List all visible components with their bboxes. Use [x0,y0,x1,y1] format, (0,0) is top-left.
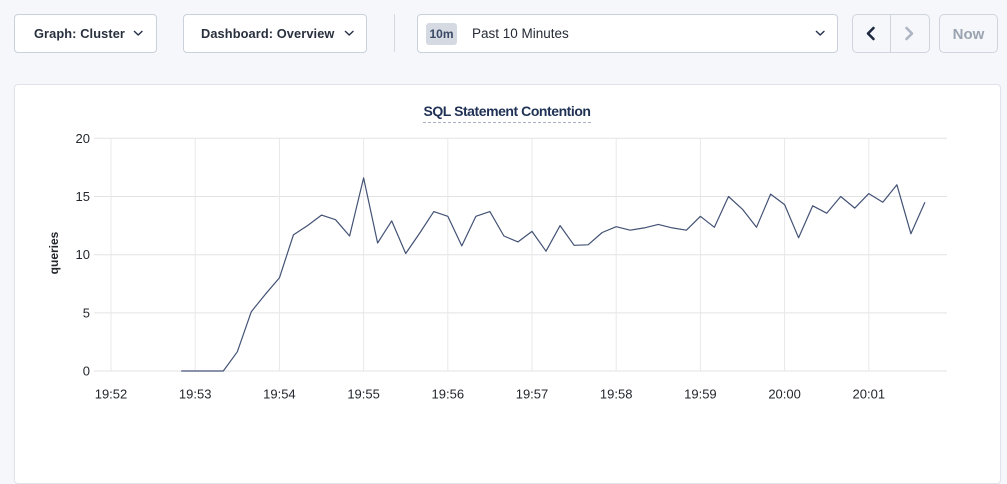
svg-text:queries: queries [47,231,61,274]
svg-text:15: 15 [76,189,90,204]
svg-text:0: 0 [83,364,90,379]
svg-text:19:59: 19:59 [684,386,717,401]
svg-text:19:57: 19:57 [516,386,549,401]
svg-text:19:52: 19:52 [95,386,128,401]
svg-text:19:58: 19:58 [600,386,633,401]
svg-text:19:53: 19:53 [179,386,212,401]
svg-text:20:01: 20:01 [853,386,886,401]
svg-text:19:55: 19:55 [347,386,380,401]
svg-text:19:54: 19:54 [263,386,296,401]
svg-text:10: 10 [76,247,90,262]
svg-text:5: 5 [83,305,90,320]
svg-text:20:00: 20:00 [768,386,801,401]
svg-text:20: 20 [76,131,90,146]
svg-text:19:56: 19:56 [432,386,465,401]
